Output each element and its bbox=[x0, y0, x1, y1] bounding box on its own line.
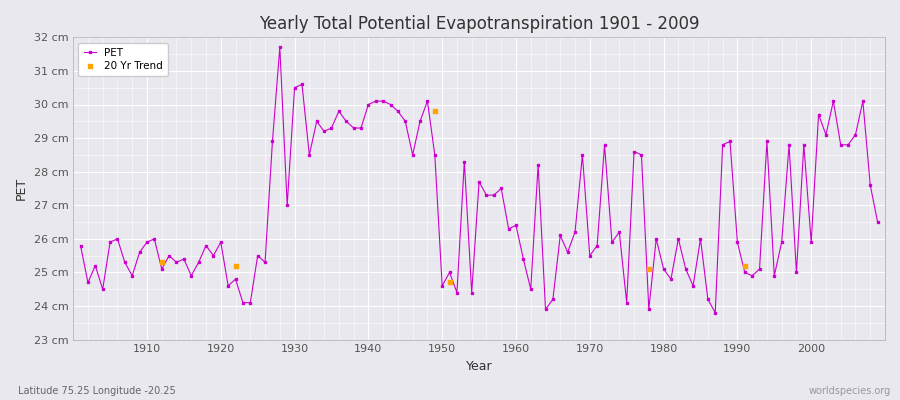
PET bbox=[134, 250, 145, 255]
X-axis label: Year: Year bbox=[466, 360, 492, 373]
Legend: PET, 20 Yr Trend: PET, 20 Yr Trend bbox=[78, 42, 168, 76]
PET bbox=[607, 240, 617, 244]
20 Yr Trend bbox=[443, 279, 457, 286]
20 Yr Trend bbox=[229, 262, 243, 269]
PET bbox=[710, 310, 721, 315]
20 Yr Trend bbox=[642, 266, 656, 272]
PET bbox=[304, 152, 315, 157]
PET bbox=[872, 220, 883, 224]
Line: PET: PET bbox=[79, 46, 878, 314]
20 Yr Trend bbox=[155, 259, 169, 266]
20 Yr Trend bbox=[428, 108, 442, 114]
Y-axis label: PET: PET bbox=[15, 177, 28, 200]
PET bbox=[518, 256, 529, 261]
PET bbox=[274, 45, 285, 50]
Text: Latitude 75.25 Longitude -20.25: Latitude 75.25 Longitude -20.25 bbox=[18, 386, 176, 396]
PET bbox=[75, 243, 86, 248]
Title: Yearly Total Potential Evapotranspiration 1901 - 2009: Yearly Total Potential Evapotranspiratio… bbox=[259, 15, 699, 33]
PET bbox=[510, 223, 521, 228]
20 Yr Trend bbox=[738, 262, 752, 269]
Text: worldspecies.org: worldspecies.org bbox=[809, 386, 891, 396]
PET bbox=[348, 126, 359, 130]
